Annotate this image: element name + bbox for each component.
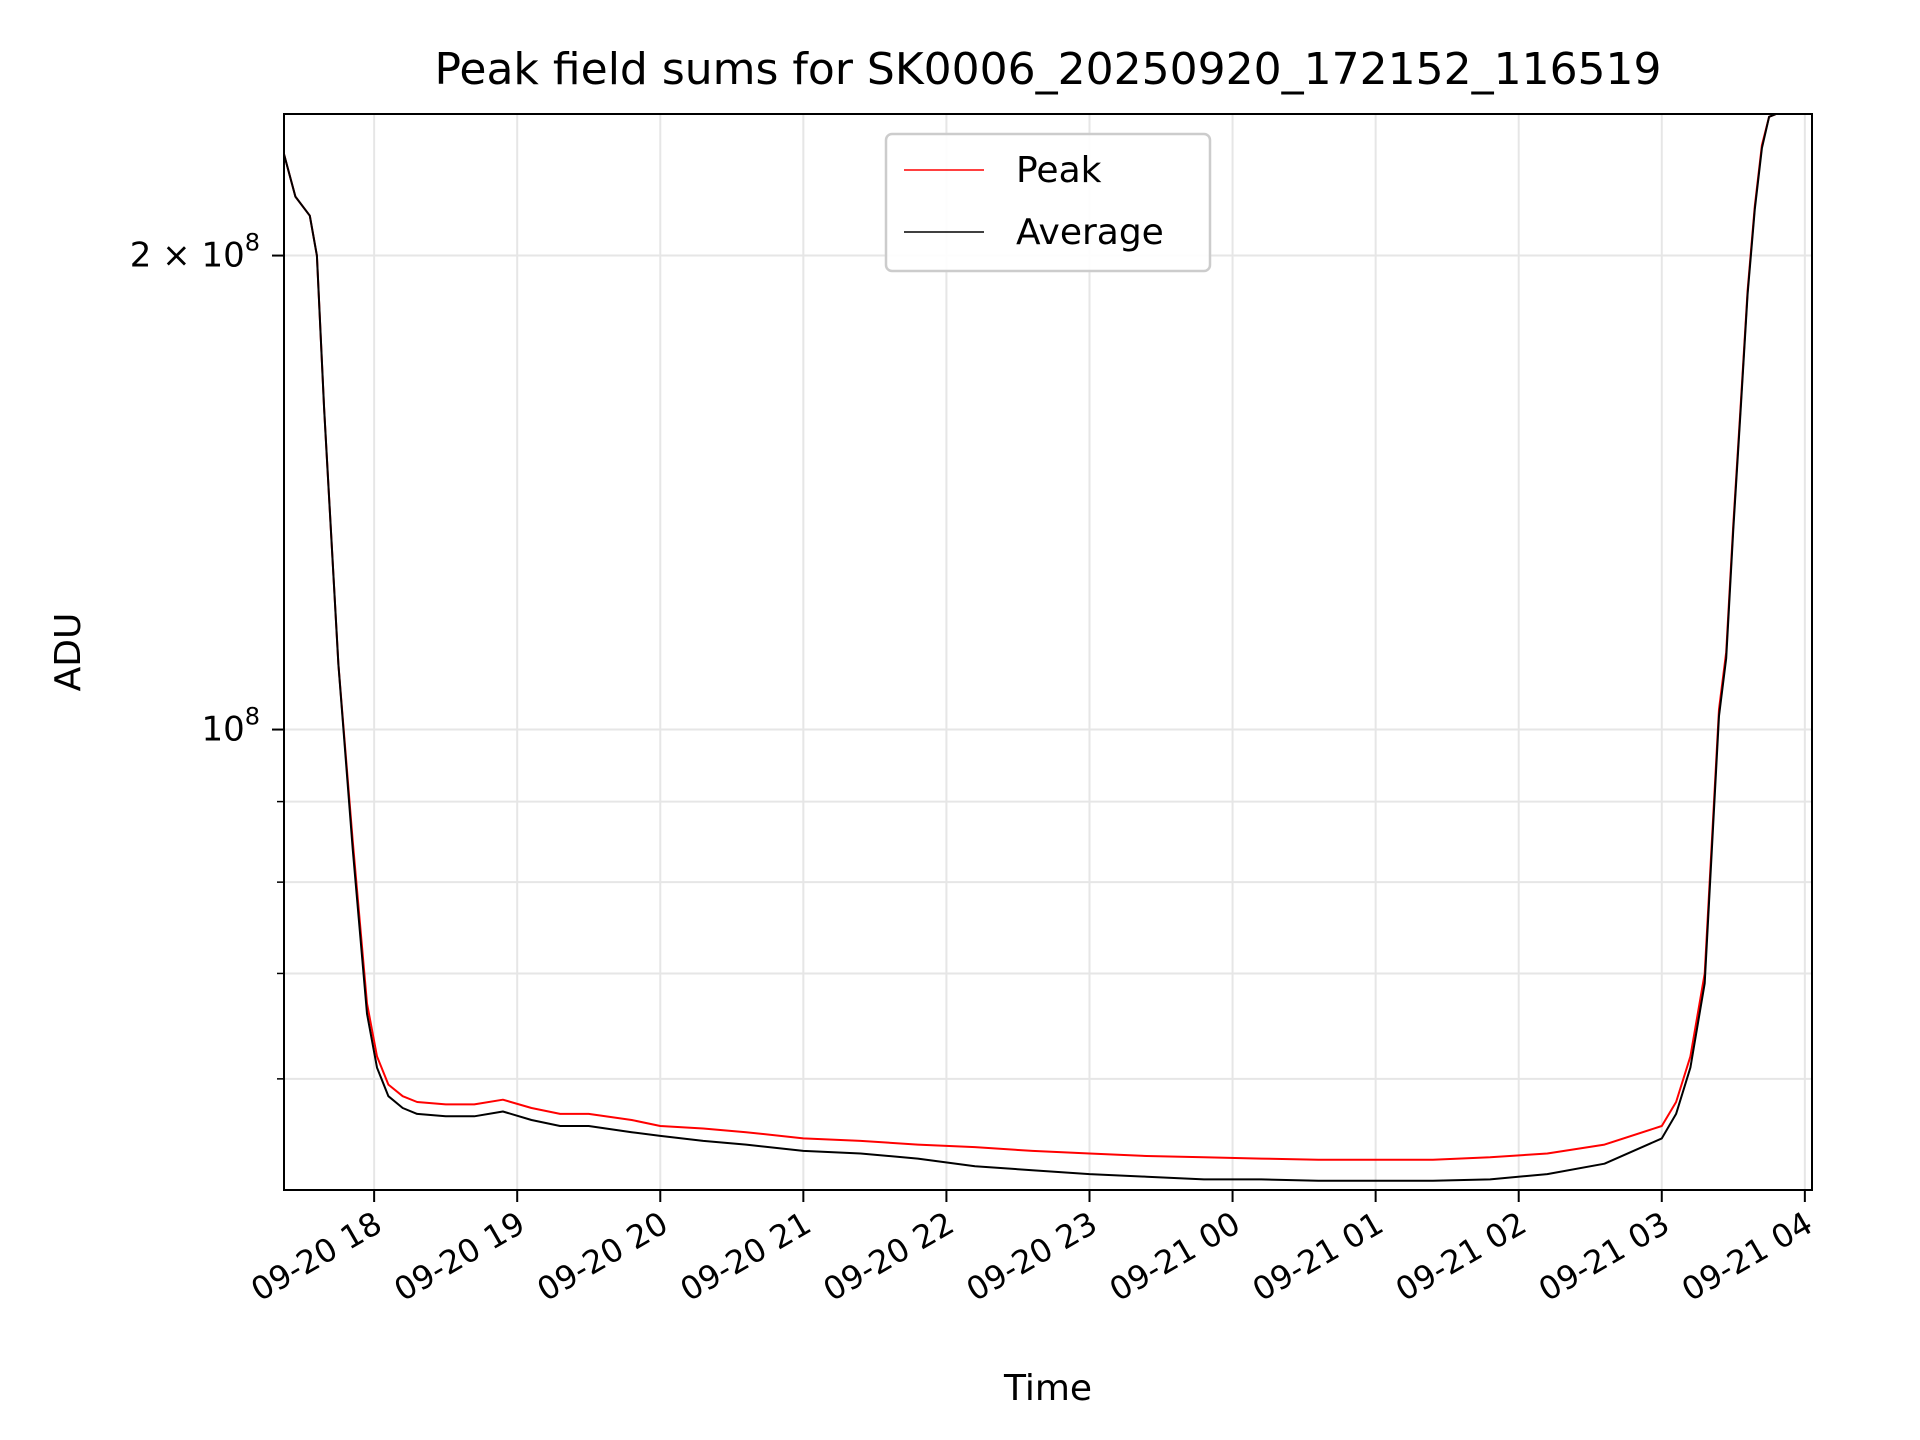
grid xyxy=(284,114,1812,1190)
y-tick-label-base: 10 xyxy=(201,710,244,750)
series-layer xyxy=(284,114,1812,1182)
y-axis-label: ADU xyxy=(48,613,89,692)
y-tick-label-exponent: 8 xyxy=(245,229,260,257)
legend-label-peak: Peak xyxy=(1016,150,1102,191)
y-tick-label-exponent: 8 xyxy=(245,703,260,731)
legend-label-average: Average xyxy=(1016,212,1164,253)
plot-frame xyxy=(283,113,1813,1191)
x-axis-label: Time xyxy=(1003,1368,1092,1409)
legend-box xyxy=(884,132,1212,273)
y-tick-label: 2 × 108 xyxy=(130,229,260,276)
legend: Peak Average xyxy=(884,132,1212,273)
chart-title: Peak field sums for SK0006_20250920_1721… xyxy=(434,44,1661,95)
series-line-average xyxy=(284,114,1812,1182)
y-tick-label-base: 2 × 10 xyxy=(130,236,245,276)
y-tick-label: 108 xyxy=(201,703,260,750)
